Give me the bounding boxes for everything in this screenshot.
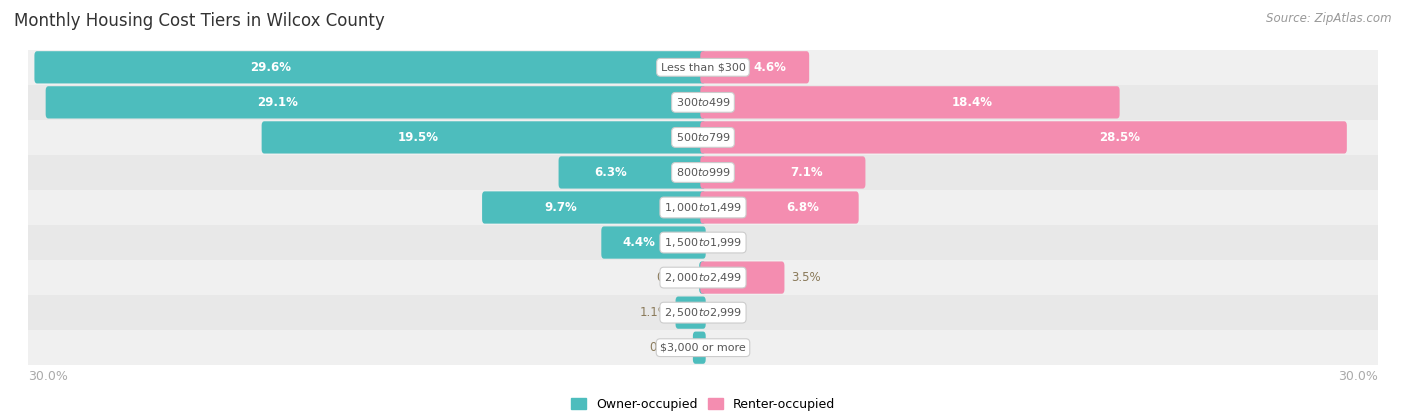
FancyBboxPatch shape: [482, 191, 706, 224]
Bar: [28, 295, 1378, 330]
Text: 19.5%: 19.5%: [398, 131, 439, 144]
Text: 3.5%: 3.5%: [790, 271, 820, 284]
FancyBboxPatch shape: [699, 261, 706, 294]
Text: $800 to $999: $800 to $999: [675, 166, 731, 178]
Text: 0.33%: 0.33%: [650, 341, 686, 354]
Bar: [28, 330, 1378, 365]
Text: 4.4%: 4.4%: [623, 236, 655, 249]
Text: 30.0%: 30.0%: [28, 371, 67, 383]
Text: $1,000 to $1,499: $1,000 to $1,499: [664, 201, 742, 214]
Text: 30.0%: 30.0%: [1339, 371, 1378, 383]
FancyBboxPatch shape: [700, 121, 1347, 154]
FancyBboxPatch shape: [700, 86, 1119, 119]
FancyBboxPatch shape: [700, 191, 859, 224]
Text: 0.0%: 0.0%: [711, 341, 741, 354]
Text: $2,500 to $2,999: $2,500 to $2,999: [664, 306, 742, 319]
Text: Monthly Housing Cost Tiers in Wilcox County: Monthly Housing Cost Tiers in Wilcox Cou…: [14, 12, 385, 30]
Bar: [28, 85, 1378, 120]
Text: 0.0%: 0.0%: [711, 306, 741, 319]
Bar: [28, 260, 1378, 295]
FancyBboxPatch shape: [45, 86, 706, 119]
Text: 29.6%: 29.6%: [250, 61, 291, 74]
Text: 7.1%: 7.1%: [790, 166, 823, 179]
Text: 28.5%: 28.5%: [1099, 131, 1140, 144]
Text: $500 to $799: $500 to $799: [675, 132, 731, 144]
Text: Less than $300: Less than $300: [661, 62, 745, 72]
Text: 9.7%: 9.7%: [544, 201, 578, 214]
FancyBboxPatch shape: [34, 51, 706, 83]
Text: $3,000 or more: $3,000 or more: [661, 343, 745, 353]
FancyBboxPatch shape: [602, 227, 706, 259]
FancyBboxPatch shape: [675, 296, 706, 329]
Text: 29.1%: 29.1%: [257, 96, 298, 109]
Text: 6.8%: 6.8%: [786, 201, 818, 214]
Legend: Owner-occupied, Renter-occupied: Owner-occupied, Renter-occupied: [567, 393, 839, 415]
Bar: [28, 225, 1378, 260]
Text: 4.6%: 4.6%: [754, 61, 787, 74]
FancyBboxPatch shape: [558, 156, 706, 188]
Text: Source: ZipAtlas.com: Source: ZipAtlas.com: [1267, 12, 1392, 25]
Bar: [28, 50, 1378, 85]
Text: $2,000 to $2,499: $2,000 to $2,499: [664, 271, 742, 284]
Text: 1.1%: 1.1%: [640, 306, 669, 319]
Bar: [28, 120, 1378, 155]
FancyBboxPatch shape: [700, 51, 810, 83]
FancyBboxPatch shape: [262, 121, 706, 154]
FancyBboxPatch shape: [700, 261, 785, 294]
Text: 18.4%: 18.4%: [952, 96, 993, 109]
Bar: [28, 155, 1378, 190]
FancyBboxPatch shape: [693, 332, 706, 364]
FancyBboxPatch shape: [700, 156, 866, 188]
Text: 0.05%: 0.05%: [655, 271, 693, 284]
Text: 0.0%: 0.0%: [711, 236, 741, 249]
Bar: [28, 190, 1378, 225]
Text: $300 to $499: $300 to $499: [675, 96, 731, 108]
Text: 6.3%: 6.3%: [595, 166, 627, 179]
Text: $1,500 to $1,999: $1,500 to $1,999: [664, 236, 742, 249]
